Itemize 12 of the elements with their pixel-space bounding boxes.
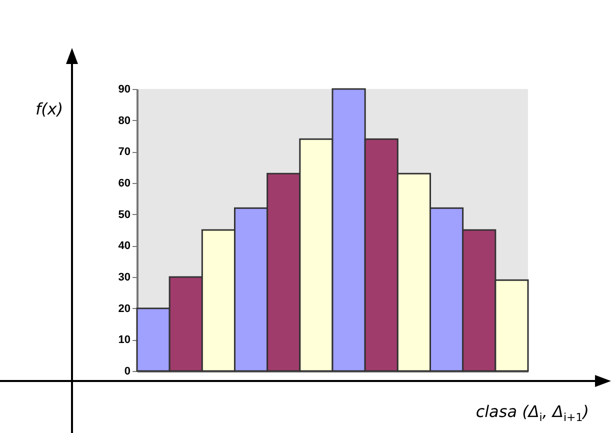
y-tick-label: 70: [118, 146, 130, 158]
y-tick-label: 60: [118, 178, 130, 190]
y-tick-label: 30: [118, 272, 130, 284]
y-tick-label: 50: [118, 208, 130, 221]
x-axis-title: clasa (Δ$_{i}$, Δ$_{i+1}$): [476, 402, 589, 424]
y-axis-title: f(x): [36, 100, 64, 118]
y-tick-label: 0: [124, 366, 130, 378]
y-tick-label: 80: [118, 114, 130, 127]
y-tick-label: 10: [118, 334, 130, 346]
y-tick-label: 20: [118, 302, 130, 315]
y-tick-label: 40: [118, 240, 130, 252]
y-tick-label: 90: [118, 84, 130, 96]
